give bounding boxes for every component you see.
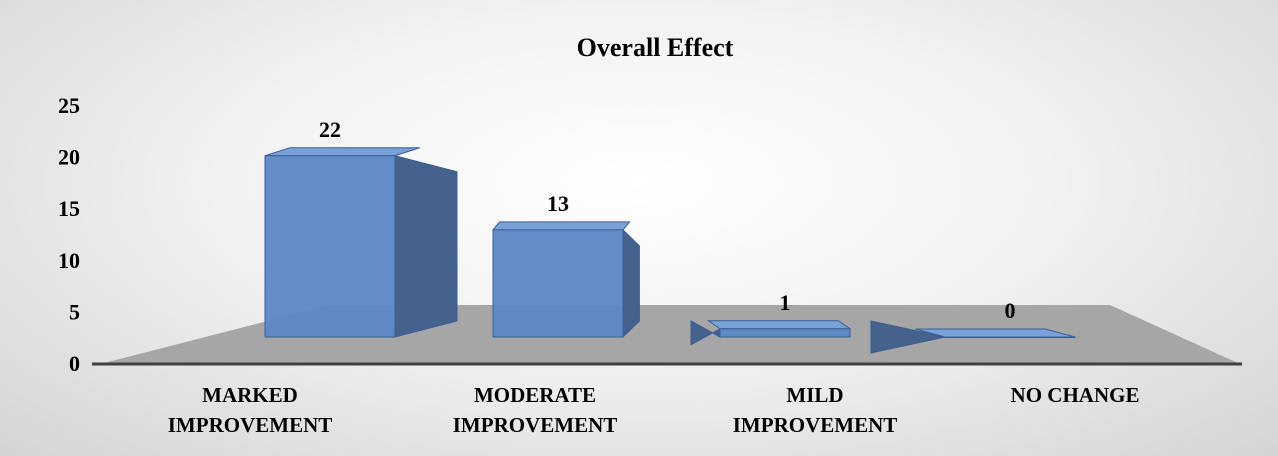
- bar: [870, 320, 1076, 354]
- x-tick-label: MODERATE IMPROVEMENT: [452, 383, 618, 437]
- data-label: 13: [547, 191, 569, 216]
- bar: [491, 221, 640, 339]
- bar-side: [622, 228, 640, 339]
- bar-top: [491, 221, 631, 231]
- bar-top: [915, 328, 1076, 338]
- bar-top: [264, 147, 420, 157]
- y-tick-label: 20: [58, 145, 80, 170]
- bar-front: [719, 328, 851, 338]
- data-label: 1: [780, 290, 791, 315]
- y-tick-label: 0: [69, 351, 80, 376]
- data-label: 0: [1005, 298, 1016, 323]
- y-tick-label: 25: [58, 93, 80, 118]
- bar: [264, 147, 458, 338]
- bar-side: [870, 320, 946, 354]
- chart-title: Overall Effect: [577, 33, 734, 62]
- bar-side: [394, 155, 458, 338]
- y-tick-label: 5: [69, 299, 80, 324]
- y-tick-label: 10: [58, 248, 80, 273]
- bar-front: [944, 336, 1076, 338]
- bar-front: [492, 229, 624, 338]
- x-tick-label: MARKED IMPROVEMENT: [167, 383, 333, 437]
- bar-top: [706, 320, 852, 330]
- bar: [690, 320, 852, 346]
- data-label: 22: [319, 117, 341, 142]
- y-tick-label: 15: [58, 196, 80, 221]
- x-tick-label: MILD IMPROVEMENT: [732, 383, 898, 437]
- x-tick-label: NO CHANGE: [1010, 383, 1140, 407]
- bar-front: [264, 155, 396, 338]
